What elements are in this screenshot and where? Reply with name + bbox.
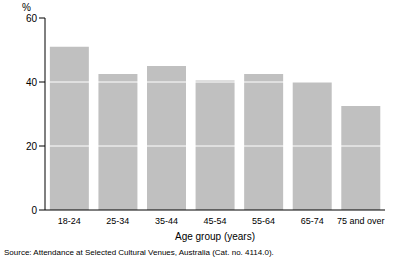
svg-text:60: 60	[26, 13, 38, 24]
svg-text:20: 20	[26, 141, 38, 152]
svg-text:Age group (years): Age group (years)	[175, 231, 255, 242]
svg-text:35-44: 35-44	[155, 216, 178, 226]
svg-text:45-54: 45-54	[203, 216, 226, 226]
html-text:Source: Attendance at Selected: Source: Attendance at Selected Cultural …	[4, 248, 274, 257]
svg-text:18-24: 18-24	[58, 216, 81, 226]
svg-text:25-34: 25-34	[106, 216, 129, 226]
svg-text:75 and over: 75 and over	[337, 216, 385, 226]
svg-text:65-74: 65-74	[301, 216, 324, 226]
svg-text:40: 40	[26, 77, 38, 88]
svg-text:0: 0	[31, 205, 37, 216]
svg-text:55-64: 55-64	[252, 216, 275, 226]
